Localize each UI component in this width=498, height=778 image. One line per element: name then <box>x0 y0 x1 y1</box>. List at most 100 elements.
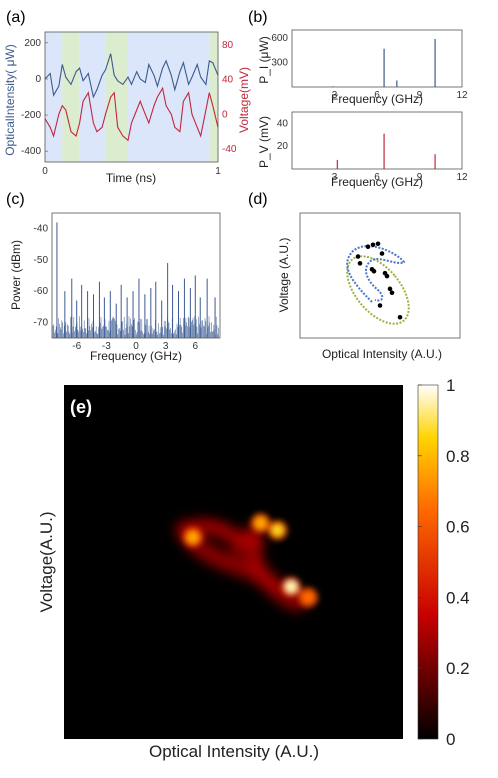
c-x-tick-label: 6 <box>193 341 199 352</box>
b-bottom-y-tick-label: 40 <box>277 118 289 129</box>
d-frame <box>299 212 461 339</box>
d-marker <box>389 290 395 296</box>
c-frame <box>51 212 221 339</box>
c-ylabel: Power (dBm) <box>9 240 23 310</box>
c-x-tick-label: 0 <box>133 341 139 352</box>
b-bottom-x-tick-label: 6 <box>374 172 380 183</box>
d-marker <box>357 261 363 266</box>
e-ylabel: Voltage(A.U.) <box>37 511 56 612</box>
b-top-x-tick-label: 6 <box>374 90 380 101</box>
a-right-tick-label: -40 <box>222 144 237 155</box>
chart-e: (e) 1 0.8 0.6 0.4 0.2 0 Optical Intensity (A.… <box>37 376 470 761</box>
c-noise-floor <box>52 316 219 338</box>
c-spectral-lines <box>56 222 216 338</box>
b-top-ticks: 3 6 9 12 600 300 <box>271 33 468 101</box>
e-xlabel: Optical Intensity (A.U.) <box>149 742 319 761</box>
e-colorbar-tick-label: 1 <box>446 376 455 395</box>
e-hotspot <box>254 517 267 530</box>
d-marker <box>397 314 403 320</box>
e-colorbar <box>417 384 439 740</box>
a-right-tick-label: 40 <box>222 75 234 86</box>
c-y-tick-label: -60 <box>34 286 49 297</box>
a-x-tick-label: 0 <box>42 166 48 177</box>
chart-d: Optical Intensity (A.U.) Voltage (A.U.) <box>277 212 461 361</box>
panel-label-b: (b) <box>248 9 268 26</box>
chart-b-bottom: 3 6 9 12 40 20 Frequency (GHz) P_V (mV) <box>257 111 468 189</box>
panel-label-d: (d) <box>248 191 268 208</box>
a-right-tick-label: 0 <box>222 109 228 120</box>
d-marker <box>377 303 383 308</box>
a-series-left <box>44 53 219 99</box>
b-bottom-y-tick-label: 20 <box>277 141 289 152</box>
e-colorbar-tick-label: 0.4 <box>446 588 470 607</box>
b-top-frame <box>291 29 463 88</box>
a-band-3 <box>105 32 129 162</box>
c-y-tick-label: -40 <box>34 224 49 235</box>
b-bottom-bars <box>336 133 436 169</box>
d-marker <box>370 242 376 248</box>
b-top-y-tick-label: 600 <box>271 33 288 44</box>
b-bottom-frame <box>291 111 463 170</box>
e-colorbar-tick-label: 0 <box>446 730 455 749</box>
b-top-y-tick-label: 300 <box>271 58 288 69</box>
c-x-tick-label: 3 <box>163 341 169 352</box>
c-xlabel: Frequency (GHz) <box>90 349 182 363</box>
e-heat-trail <box>176 519 307 611</box>
d-marker <box>379 251 385 256</box>
b-bottom-x-tick-label: 12 <box>456 172 468 183</box>
e-colorbar-ticks: 1 0.8 0.6 0.4 0.2 0 <box>418 376 470 749</box>
e-colorbar-tick-label: 0.8 <box>446 447 470 466</box>
panel-label-e: (e) <box>70 397 92 417</box>
b-top-xlabel: Frequency (GHz) <box>331 92 423 106</box>
a-xlabel: Time (ns) <box>106 171 156 185</box>
e-colorbar-tick-label: 0.2 <box>446 659 470 678</box>
d-marker <box>384 273 390 279</box>
e-hotspot <box>186 531 199 544</box>
a-left-tick-label: -400 <box>21 146 41 157</box>
c-noise-path <box>52 316 219 338</box>
a-band-5 <box>209 32 218 162</box>
a-right-tick-label: 80 <box>222 40 234 51</box>
a-x-tick-label: 1 <box>215 166 221 177</box>
b-bottom-x-tick-label: 9 <box>417 172 423 183</box>
a-series-right <box>44 86 219 142</box>
c-y-tick-label: -50 <box>34 255 49 266</box>
d-orbit-blue <box>346 245 406 303</box>
a-right-ticks: 80 40 0 -40 <box>222 40 237 155</box>
a-ylabel-right: Voltage(mV) <box>237 67 251 133</box>
a-background-bands <box>45 32 218 162</box>
b-top-x-tick-label: 3 <box>332 90 338 101</box>
a-left-tick-label: 200 <box>24 38 41 49</box>
b-top-x-tick-label: 12 <box>456 90 468 101</box>
c-x-tick-label: -3 <box>102 341 111 352</box>
a-ylabel-left: OpticalIntensity( μW) <box>3 44 17 156</box>
c-y-tick-label: -70 <box>34 317 49 328</box>
d-marker <box>375 241 381 247</box>
d-marker <box>365 244 371 249</box>
a-left-ticks: 200 0 -200 -400 <box>21 38 48 157</box>
b-top-x-tick-label: 9 <box>417 90 423 101</box>
d-xlabel: Optical Intensity (A.U.) <box>322 347 442 361</box>
d-markers <box>355 241 403 320</box>
b-bottom-ticks: 3 6 9 12 40 20 <box>277 118 468 183</box>
d-marker <box>387 286 393 292</box>
chart-b-top: 3 6 9 12 600 300 Frequency (GHz) P_I (μW) <box>257 29 468 106</box>
e-hotspot <box>302 591 315 604</box>
panel-label-a: (a) <box>6 9 26 26</box>
b-top-ylabel: P_I (μW) <box>257 36 271 84</box>
a-frame <box>44 31 219 163</box>
d-marker <box>371 268 377 274</box>
a-band-1 <box>62 32 80 162</box>
b-bottom-ylabel: P_V (mV) <box>257 116 271 168</box>
b-bottom-x-tick-label: 3 <box>332 172 338 183</box>
d-orbit-green <box>346 255 410 325</box>
a-band-2 <box>79 32 106 162</box>
a-series-lines <box>44 53 219 142</box>
c-x-tick-label: -6 <box>72 341 81 352</box>
e-hotspot <box>271 524 284 537</box>
a-left-tick-label: -200 <box>21 110 41 121</box>
a-band-4 <box>128 32 210 162</box>
